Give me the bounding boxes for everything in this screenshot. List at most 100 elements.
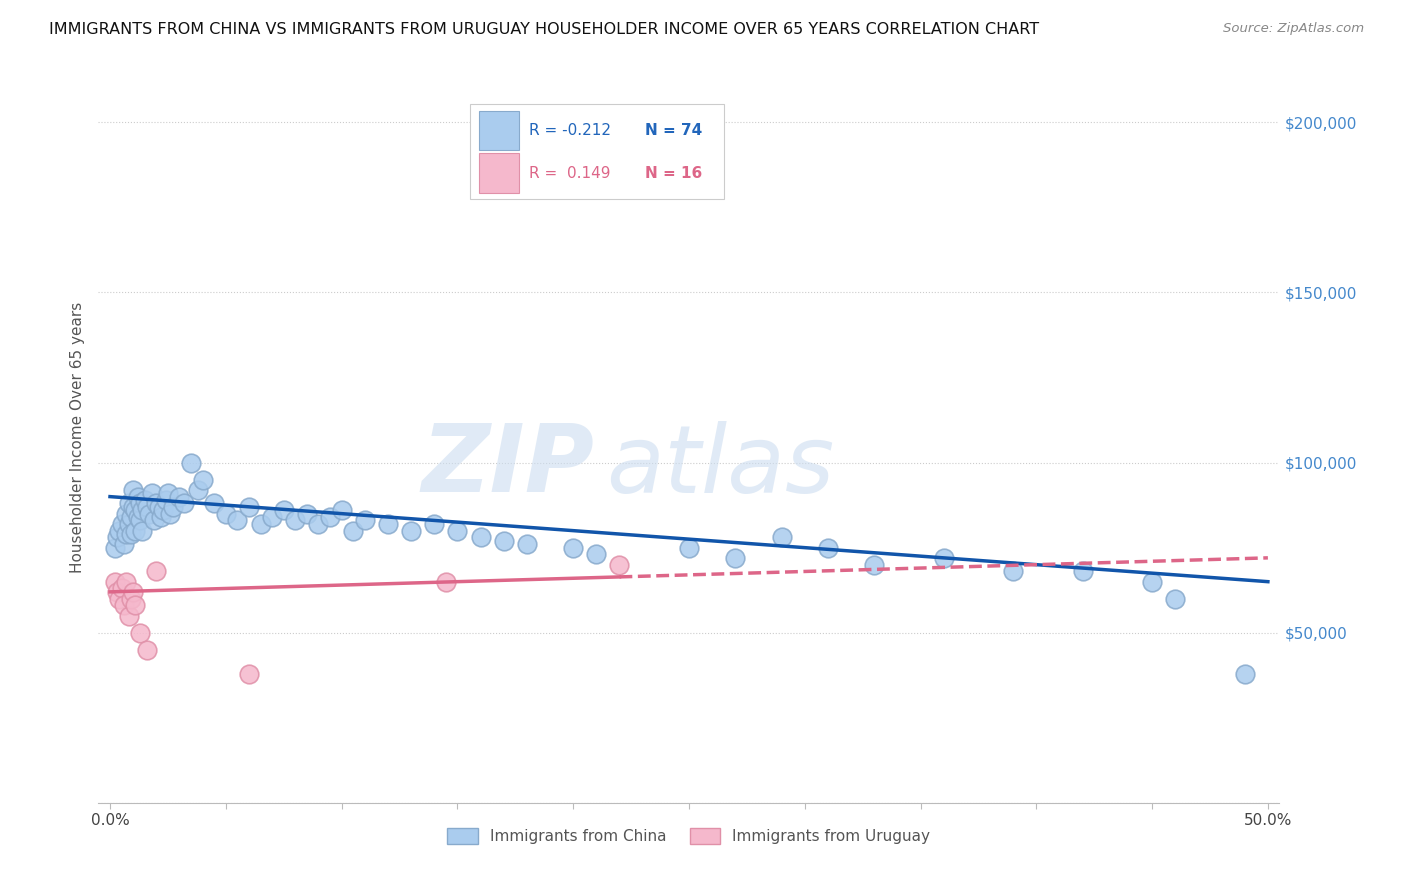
Point xyxy=(129,496,152,510)
Point xyxy=(145,565,167,579)
Point xyxy=(148,500,170,514)
Point xyxy=(434,574,457,589)
Text: R =  0.149: R = 0.149 xyxy=(530,166,612,180)
Point xyxy=(155,493,177,508)
Point xyxy=(134,493,156,508)
Point xyxy=(932,550,955,565)
Text: N = 74: N = 74 xyxy=(645,123,703,138)
Point xyxy=(120,527,142,541)
Text: atlas: atlas xyxy=(606,421,835,512)
Point xyxy=(585,548,607,562)
Point xyxy=(1140,574,1163,589)
Point xyxy=(117,608,139,623)
Point xyxy=(120,510,142,524)
Point xyxy=(215,507,238,521)
Point xyxy=(108,524,131,538)
Point xyxy=(122,500,145,514)
Text: N = 16: N = 16 xyxy=(645,166,703,180)
Point xyxy=(262,510,284,524)
Point xyxy=(330,503,353,517)
Point xyxy=(169,490,191,504)
Point xyxy=(112,599,135,613)
Point xyxy=(273,503,295,517)
Point xyxy=(724,550,747,565)
Point xyxy=(129,625,152,640)
Point xyxy=(1233,666,1256,681)
FancyBboxPatch shape xyxy=(471,104,724,200)
Point xyxy=(124,503,146,517)
Point xyxy=(141,486,163,500)
Point xyxy=(105,531,128,545)
Point xyxy=(319,510,342,524)
Point xyxy=(104,574,127,589)
Point xyxy=(817,541,839,555)
Text: IMMIGRANTS FROM CHINA VS IMMIGRANTS FROM URUGUAY HOUSEHOLDER INCOME OVER 65 YEAR: IMMIGRANTS FROM CHINA VS IMMIGRANTS FROM… xyxy=(49,22,1039,37)
Point xyxy=(127,490,149,504)
Point xyxy=(124,599,146,613)
Point xyxy=(770,531,793,545)
Point xyxy=(112,537,135,551)
Point xyxy=(377,516,399,531)
Point xyxy=(238,666,260,681)
Legend: Immigrants from China, Immigrants from Uruguay: Immigrants from China, Immigrants from U… xyxy=(441,822,936,850)
Point xyxy=(127,510,149,524)
Text: Source: ZipAtlas.com: Source: ZipAtlas.com xyxy=(1223,22,1364,36)
Point xyxy=(678,541,700,555)
Point xyxy=(136,500,159,514)
Point xyxy=(1164,591,1187,606)
Point xyxy=(609,558,631,572)
Point xyxy=(187,483,209,497)
Point xyxy=(149,510,172,524)
Point xyxy=(108,591,131,606)
Point xyxy=(136,642,159,657)
Point xyxy=(516,537,538,551)
Point xyxy=(115,574,138,589)
Point xyxy=(399,524,422,538)
Point xyxy=(159,507,181,521)
Point xyxy=(202,496,225,510)
Y-axis label: Householder Income Over 65 years: Householder Income Over 65 years xyxy=(70,301,86,573)
Point xyxy=(173,496,195,510)
Point xyxy=(492,533,515,548)
Text: ZIP: ZIP xyxy=(422,420,595,512)
Point xyxy=(470,531,492,545)
Point xyxy=(162,500,184,514)
Point xyxy=(295,507,318,521)
Point xyxy=(423,516,446,531)
Point xyxy=(115,507,138,521)
Point xyxy=(117,496,139,510)
Point xyxy=(307,516,329,531)
Point xyxy=(138,507,160,521)
Point xyxy=(446,524,468,538)
Point xyxy=(143,513,166,527)
Point xyxy=(104,541,127,555)
Point xyxy=(152,503,174,517)
Point xyxy=(129,513,152,527)
Point xyxy=(191,473,214,487)
Point xyxy=(342,524,364,538)
Point xyxy=(180,456,202,470)
Point xyxy=(226,513,249,527)
Point xyxy=(122,483,145,497)
Point xyxy=(284,513,307,527)
Point xyxy=(353,513,375,527)
Point xyxy=(238,500,260,514)
Point xyxy=(249,516,271,531)
Text: R = -0.212: R = -0.212 xyxy=(530,123,612,138)
Point xyxy=(115,527,138,541)
Point xyxy=(105,585,128,599)
Point xyxy=(122,585,145,599)
FancyBboxPatch shape xyxy=(478,111,519,151)
Point xyxy=(1071,565,1094,579)
Point xyxy=(110,582,132,596)
Point xyxy=(145,496,167,510)
Point xyxy=(131,524,153,538)
Point xyxy=(131,503,153,517)
Point xyxy=(156,486,179,500)
Point xyxy=(609,132,631,146)
Point xyxy=(1002,565,1025,579)
Point xyxy=(110,516,132,531)
Point xyxy=(863,558,886,572)
Point xyxy=(562,541,585,555)
Point xyxy=(124,524,146,538)
